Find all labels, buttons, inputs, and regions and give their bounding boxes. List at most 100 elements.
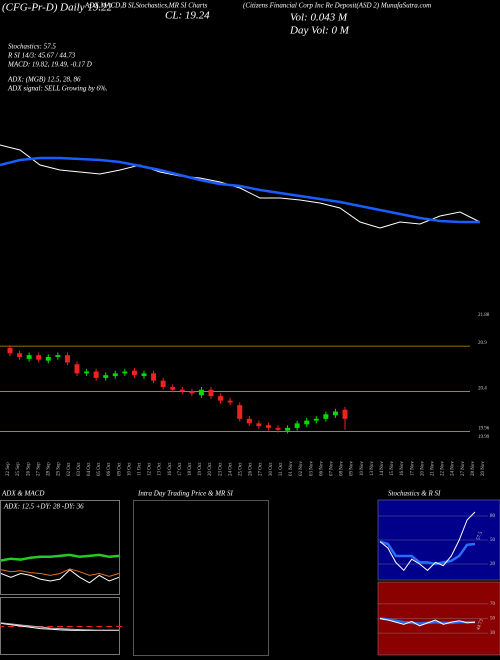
histogram-bar: [116, 626, 122, 627]
x-tick-label: 30 Oct: [269, 462, 274, 476]
histogram-bar: [106, 626, 113, 627]
candle-body: [342, 409, 348, 419]
x-tick-label: 11 Oct: [137, 462, 142, 476]
series-line: [379, 511, 476, 572]
x-tick-label: 17 Nov: [410, 461, 415, 476]
candle-body: [237, 405, 243, 419]
intraday-frame: [133, 500, 269, 656]
series-line: [0, 553, 120, 562]
candle-body: [93, 371, 99, 378]
price-label: 19.99: [478, 435, 490, 440]
candle-body: [84, 371, 90, 374]
x-tick-label: 24 Oct: [228, 462, 233, 476]
series-line: [379, 618, 476, 627]
series-line: [0, 144, 481, 229]
price-label: 21.88: [478, 313, 490, 318]
y-tick-label: 80: [490, 514, 496, 519]
candle-body: [285, 427, 291, 431]
x-tick-label: 28 Nov: [471, 461, 476, 476]
x-tick-label: 20 Nov: [420, 461, 425, 476]
x-tick-label: 09 Nov: [350, 461, 355, 476]
x-tick-label: 13 Oct: [158, 462, 163, 476]
histogram-bar: [57, 626, 63, 628]
x-tick-label: 16 Nov: [400, 461, 405, 476]
info: ADX signal: SELL Growing by 6%.: [7, 85, 108, 93]
x-tick-label: 23 Oct: [218, 462, 223, 476]
company: (Citizens Financial Corp Inc Re Deposit(…: [243, 2, 431, 10]
x-tick-label: 22 Nov: [441, 461, 446, 476]
candle-body: [227, 400, 233, 403]
x-tick-label: 24 Nov: [451, 461, 456, 476]
candle-body: [7, 347, 13, 354]
x-tick-label: 02 Oct: [67, 462, 72, 476]
x-tick-label: 01 Nov: [289, 461, 294, 476]
x-tick-label: 10 Nov: [360, 461, 365, 476]
candle-body: [313, 418, 319, 421]
title: (CFG-Pr-D) Daily 19.22: [2, 2, 113, 14]
x-tick-label: 06 Oct: [107, 462, 112, 476]
candle-body: [74, 364, 80, 374]
indicators: ADX,MACD,B SI,Stochastics,MR SI Charts: [84, 2, 208, 10]
y-tick-label: 20.4: [478, 387, 487, 392]
candle-body: [304, 420, 310, 425]
candle-body: [275, 427, 281, 430]
x-tick-label: 08 Nov: [340, 461, 345, 476]
x-tick-label: 27 Oct: [259, 462, 264, 476]
candle-body: [323, 414, 329, 419]
candle-body: [131, 370, 137, 376]
candle-body: [55, 355, 61, 357]
x-tick-label: 14 Nov: [380, 461, 385, 476]
x-tick-label: 03 Oct: [77, 462, 82, 476]
y-tick-label: 30: [490, 631, 496, 636]
candle-body: [170, 387, 176, 390]
series-line: [0, 622, 119, 631]
candle-body: [246, 418, 252, 424]
histogram-bar: [66, 626, 73, 628]
candle-body: [151, 373, 157, 381]
candle-body: [198, 389, 204, 396]
y-tick-label: 20.9: [478, 341, 487, 346]
candle-body: [189, 391, 195, 394]
adx-frame: [0, 500, 120, 595]
x-tick-label: 07 Nov: [329, 461, 334, 476]
x-tick-label: 28 Sep: [47, 462, 52, 476]
x-tick-label: 03 Nov: [309, 461, 314, 476]
x-tick-label: 16 Oct: [168, 462, 173, 476]
candle-body: [160, 380, 166, 387]
histogram-bar: [7, 626, 14, 627]
y-tick-label: 50: [490, 617, 496, 622]
candle-body: [36, 355, 42, 360]
histogram-bar: [86, 626, 93, 627]
x-tick-label: 13 Nov: [370, 461, 375, 476]
x-tick-label: 06 Nov: [319, 461, 324, 476]
x-tick-label: 09 Oct: [117, 462, 122, 476]
candle-body: [256, 423, 262, 427]
x-tick-label: 15 Nov: [390, 461, 395, 476]
x-tick-label: 31 Oct: [279, 462, 284, 476]
close: CL: 19.24: [165, 10, 210, 22]
series-line: [0, 569, 120, 584]
candle-body: [265, 425, 271, 428]
x-tick-label: 29 Nov: [481, 461, 486, 476]
info: ADX: (MGB) 12.5, 28, 86: [7, 76, 81, 84]
x-tick-label: 27 Sep: [36, 462, 41, 476]
x-tick-label: 22 Sep: [6, 462, 11, 476]
vol: Vol: 0.043 M: [290, 12, 348, 24]
panel-title: Stochastics & R SI: [388, 490, 441, 498]
x-tick-label: 19 Oct: [198, 462, 203, 476]
y-tick-label: 19.96: [478, 427, 490, 432]
x-tick-label: 25 Sep: [16, 462, 21, 476]
info: Stochastics: 57.5: [8, 43, 56, 51]
candle-body: [45, 357, 51, 361]
candle-body: [218, 396, 224, 401]
candle-body: [179, 389, 185, 392]
y-tick-label: 70: [490, 602, 496, 607]
x-tick-label: 04 Oct: [87, 462, 92, 476]
day-vol: Day Vol: 0 M: [289, 25, 350, 37]
histogram-bar: [47, 626, 54, 628]
candle-body: [122, 371, 128, 374]
x-tick-label: 20 Oct: [208, 462, 213, 476]
x-tick-label: 26 Sep: [26, 462, 31, 476]
x-tick-label: 05 Oct: [97, 462, 102, 476]
